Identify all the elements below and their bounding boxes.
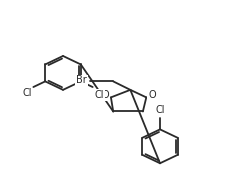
Text: O: O — [101, 91, 109, 100]
Text: Cl: Cl — [94, 90, 104, 100]
Text: Cl: Cl — [155, 105, 165, 115]
Text: O: O — [148, 91, 156, 100]
Text: Br: Br — [76, 75, 87, 85]
Text: Cl: Cl — [22, 88, 32, 98]
